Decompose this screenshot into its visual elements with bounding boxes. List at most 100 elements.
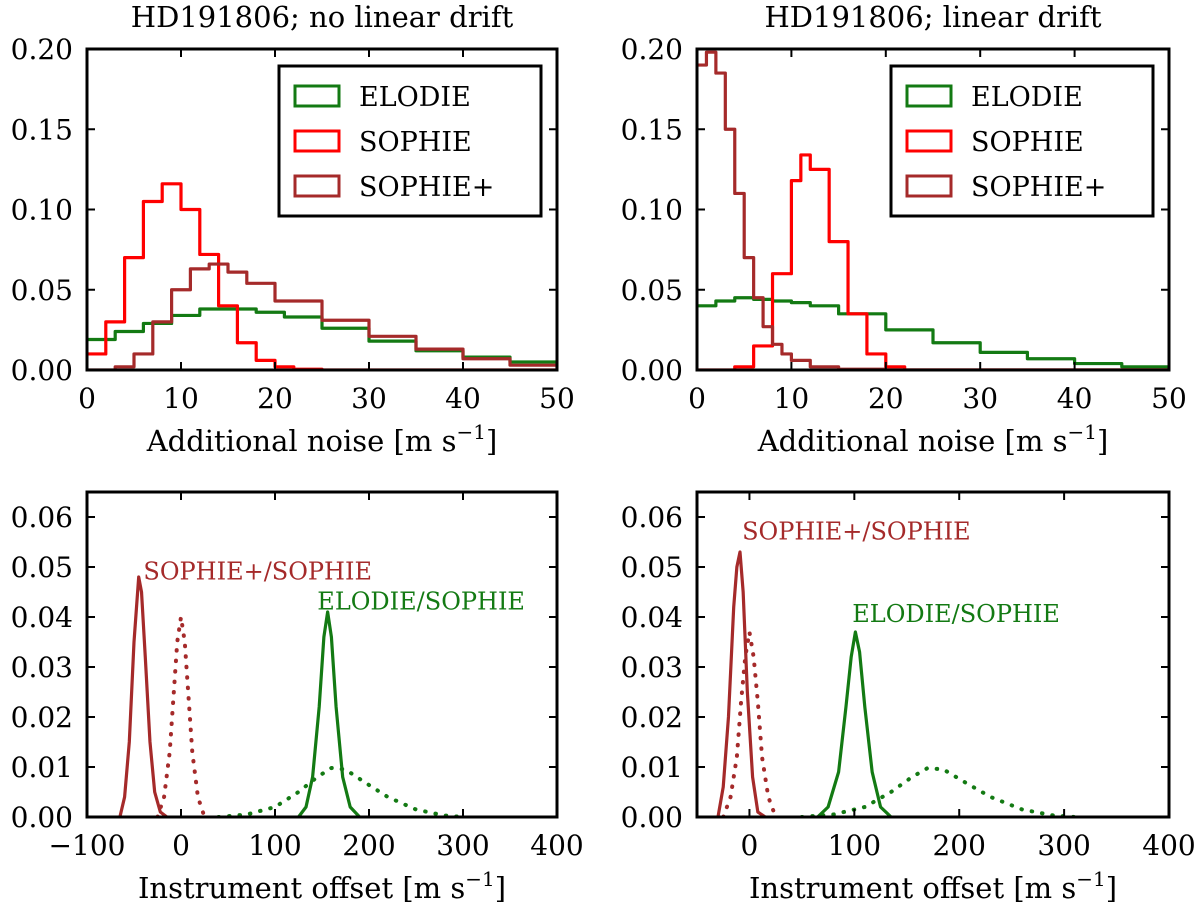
x-tick-label: 300 [1037, 829, 1090, 862]
x-tick-label: 100 [828, 829, 881, 862]
axes-frame [695, 490, 1171, 819]
annotation-label: ELODIE/SOPHIE [852, 600, 1060, 628]
series-group [716, 550, 1077, 817]
series-line-sophie [87, 182, 557, 370]
x-axis-label-text: Instrument offset [m s [138, 871, 465, 905]
x-tick-label: 50 [539, 382, 575, 415]
annotation-label: SOPHIE+/SOPHIE [143, 558, 372, 586]
x-tick-label: 0 [78, 382, 96, 415]
series-line-sophie- [697, 50, 1169, 370]
series-line-elodie [697, 296, 1169, 370]
x-tick-label: 200 [342, 829, 395, 862]
x-tick-label: 50 [1151, 382, 1187, 415]
panel-3: −100 0 100 200 300 400 0.00 0.01 0.02 0.03 0.04 0.0… [11, 490, 584, 905]
y-tick-label: 0.04 [621, 601, 683, 634]
x-tick-label: 200 [932, 829, 985, 862]
y-tick-label: 0.00 [621, 801, 683, 834]
x-tick-label: 40 [1057, 382, 1093, 415]
x-axis-label-exponent: −1 [1076, 867, 1105, 891]
legend-label: SOPHIE+ [971, 172, 1106, 203]
legend-swatch-sophie [905, 129, 953, 153]
legend-swatch-sophie- [293, 174, 341, 198]
x-axis-label: Instrument offset [m s−1] [138, 867, 506, 905]
series-line-sophie-sophie-prior [721, 630, 778, 817]
annotation-label: SOPHIE+/SOPHIE [742, 518, 971, 546]
x-tick-label: 10 [774, 382, 810, 415]
series-group [697, 50, 1169, 370]
x-axis-label-text: Additional noise [m s [146, 424, 457, 458]
x-axis-label-close: ] [495, 871, 506, 905]
legend-swatch-elodie [293, 84, 341, 108]
x-axis-label-exponent: −1 [465, 867, 494, 891]
x-tick-label: 0 [172, 829, 190, 862]
legend-label: SOPHIE [971, 127, 1084, 158]
series-line-elodie-sophie-prior [216, 766, 465, 817]
series-line-sophie-sophie [118, 575, 169, 817]
x-axis-label-close: ] [486, 424, 497, 458]
legend-label: ELODIE [359, 82, 471, 113]
y-tick-label: 0.01 [11, 751, 73, 784]
annotation-label: ELODIE/SOPHIE [317, 588, 525, 616]
panel-1: 0 10 20 30 40 50 0.00 0.05 0.10 0.15 0.20 HD191806;… [11, 0, 575, 458]
x-tick-label: 40 [445, 382, 481, 415]
x-tick-label: 400 [530, 829, 583, 862]
series-line-elodie-sophie [296, 610, 362, 817]
x-tick-label: 20 [257, 382, 293, 415]
y-tick-label: 0.03 [11, 651, 73, 684]
x-axis-label-close: ] [1106, 871, 1117, 905]
series-group [87, 182, 557, 370]
y-tick-label: 0.00 [621, 354, 683, 387]
y-tick-label: 0.20 [11, 33, 73, 66]
x-axis-label: Instrument offset [m s−1] [749, 867, 1117, 905]
x-tick-label: 20 [868, 382, 904, 415]
y-tick-label: 0.05 [621, 551, 683, 584]
x-axis-label: Additional noise [m s−1] [757, 420, 1109, 458]
x-tick-label: 0 [741, 829, 759, 862]
legend-label: ELODIE [971, 82, 1083, 113]
y-tick-label: 0.10 [11, 194, 73, 227]
series-line-sophie- [87, 262, 557, 370]
x-axis-label-exponent: −1 [1067, 420, 1096, 444]
legend-swatch-sophie [293, 129, 341, 153]
series-line-elodie-sophie-prior [799, 766, 1077, 817]
y-tick-label: 0.06 [621, 501, 683, 534]
legend: ELODIE SOPHIE SOPHIE+ [277, 64, 543, 218]
x-tick-label: 400 [1142, 829, 1195, 862]
y-tick-label: 0.05 [11, 551, 73, 584]
legend-swatch-sophie- [905, 174, 953, 198]
panel-4: 0 100 200 300 400 0.00 0.01 0.02 0.03 0.04 0.05 0.0… [621, 490, 1196, 905]
chart-title: HD191806; no linear drift [131, 0, 514, 34]
series-line-elodie-sophie [816, 630, 893, 817]
legend-label: SOPHIE [359, 127, 472, 158]
y-tick-label: 0.04 [11, 601, 73, 634]
y-tick-label: 0.00 [11, 354, 73, 387]
x-axis-label-close: ] [1097, 424, 1108, 458]
x-tick-label: 30 [962, 382, 998, 415]
x-tick-label: 10 [163, 382, 199, 415]
series-line-sophie [697, 153, 1169, 370]
x-axis-label-text: Additional noise [m s [757, 424, 1068, 458]
x-tick-label: −100 [49, 829, 126, 862]
y-tick-label: 0.03 [621, 651, 683, 684]
y-tick-label: 0.06 [11, 501, 73, 534]
y-tick-label: 0.05 [621, 274, 683, 307]
x-axis-label: Additional noise [m s−1] [146, 420, 498, 458]
y-tick-label: 0.02 [621, 701, 683, 734]
y-tick-label: 0.20 [621, 33, 683, 66]
x-axis-label-text: Instrument offset [m s [749, 871, 1076, 905]
y-tick-label: 0.02 [11, 701, 73, 734]
x-axis-label-exponent: −1 [456, 420, 485, 444]
x-tick-label: 0 [688, 382, 706, 415]
x-tick-label: 30 [351, 382, 387, 415]
y-tick-label: 0.00 [11, 801, 73, 834]
y-tick-label: 0.10 [621, 194, 683, 227]
axes-frame [85, 490, 559, 819]
y-tick-label: 0.15 [11, 113, 73, 146]
chart-title: HD191806; linear drift [764, 0, 1101, 34]
x-tick-label: 100 [248, 829, 301, 862]
series-line-sophie-sophie-prior [155, 615, 207, 817]
series-line-sophie-sophie [716, 550, 767, 817]
legend-swatch-elodie [905, 84, 953, 108]
series-group [118, 575, 465, 817]
